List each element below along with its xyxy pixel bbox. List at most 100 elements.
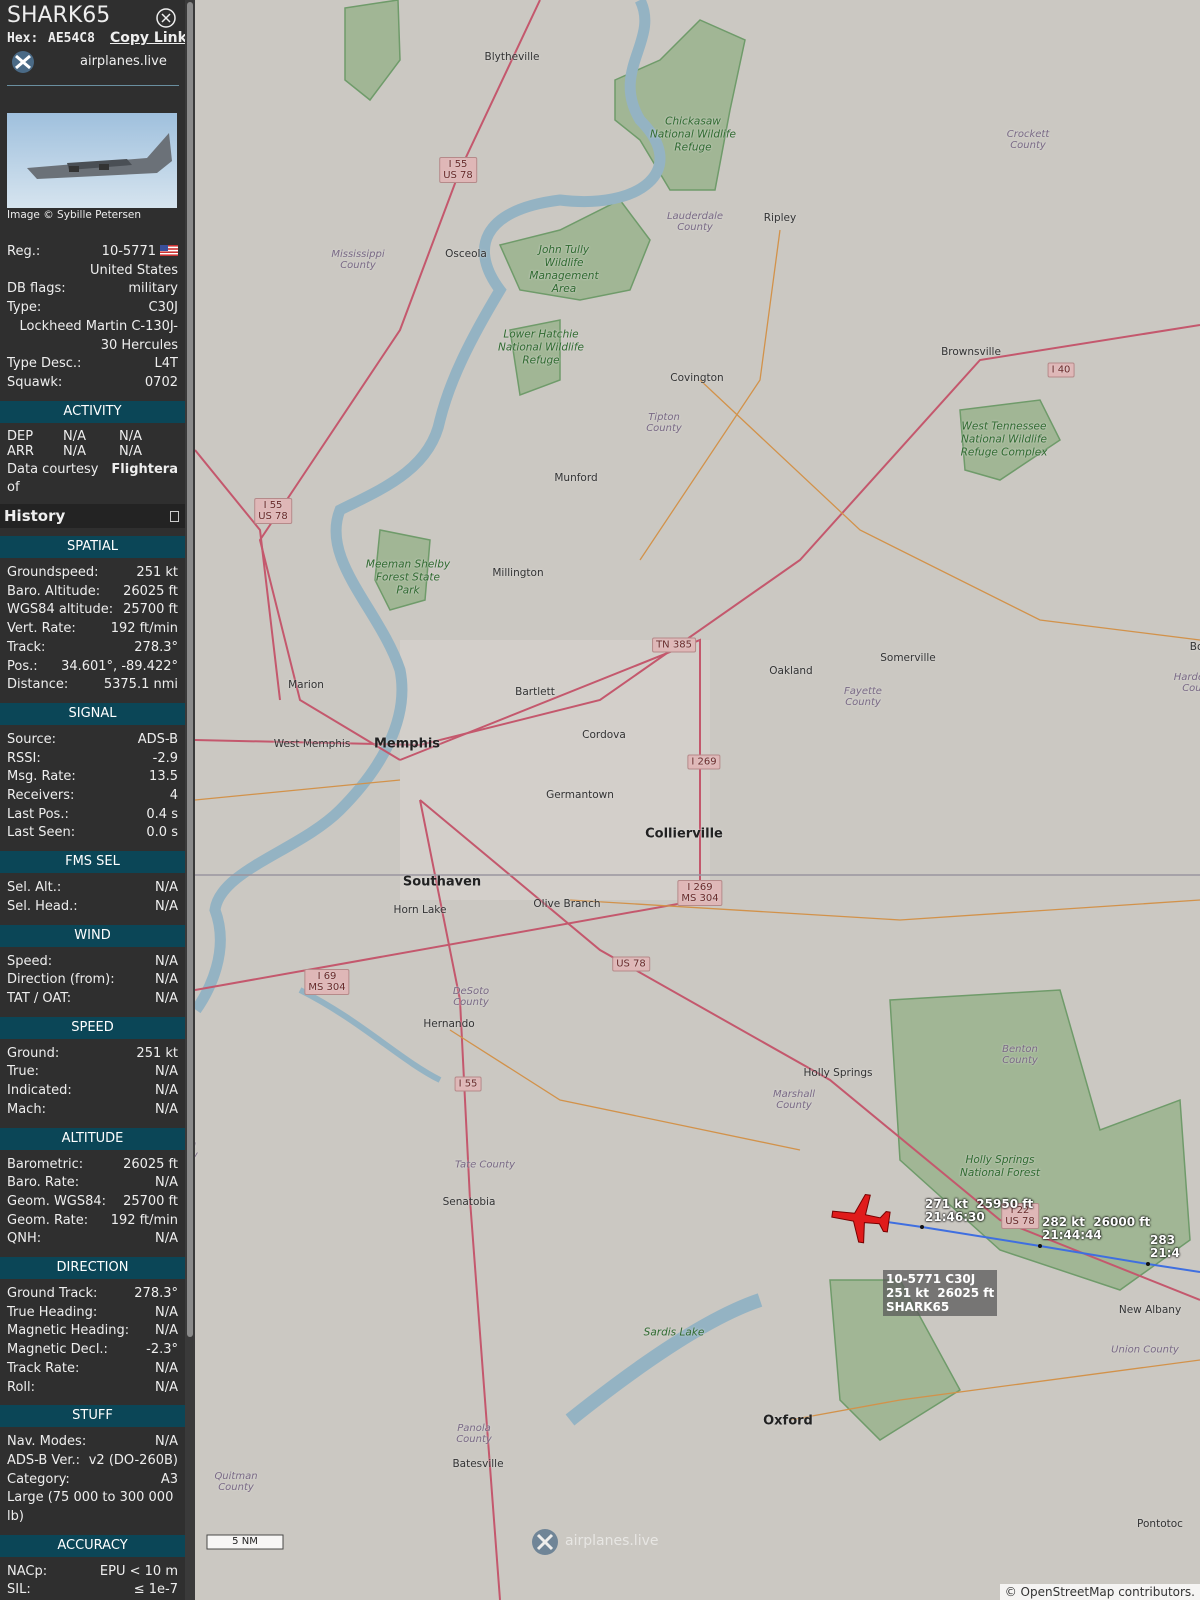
- row-label: WGS84 altitude:: [7, 602, 114, 618]
- road-shield-line: I 55: [263, 500, 283, 511]
- aircraft-icon[interactable]: [829, 1190, 892, 1245]
- scale-label: 5 NM: [232, 1536, 258, 1547]
- row-value: N/A: [155, 1360, 178, 1376]
- row-label: Baro. Altitude:: [7, 583, 101, 599]
- hex: AE54C8: [48, 31, 95, 46]
- row-value: 13.5: [149, 769, 178, 785]
- row-value: United States: [89, 262, 178, 278]
- row-label: Large (75 000 to 300 000 lb): [7, 1490, 174, 1525]
- town-label: Bartlett: [515, 686, 555, 698]
- town-label: Southaven: [402, 874, 482, 890]
- track-label-line: 21:46:30: [925, 1210, 985, 1224]
- section-header: DIRECTION: [0, 1257, 185, 1280]
- row-value: N/A: [155, 972, 178, 988]
- row-label: Indicated:: [7, 1083, 72, 1099]
- aircraft-label[interactable]: 10-5771 C30J 251 kt 26025 ft SHARK65: [883, 1270, 998, 1316]
- detail-row: Track Rate: N/A: [0, 1360, 185, 1379]
- county-label: Mississippi County: [331, 249, 385, 271]
- road-shield-line: TN 385: [656, 639, 692, 651]
- row-value: military: [128, 281, 178, 297]
- detail-row: SIL: ≤ 1e-7: [0, 1581, 185, 1600]
- track-label: 283 21:4: [1150, 1234, 1180, 1260]
- activity-row: DEP N/A N/A: [0, 429, 185, 444]
- row-value: -2.3°: [146, 1342, 178, 1358]
- road-shield-line: US 78: [258, 511, 288, 522]
- county-label: Marshall County: [772, 1089, 816, 1111]
- detail-row: WGS84 altitude: 25700 ft: [0, 601, 185, 620]
- town-label: Germantown: [546, 789, 614, 801]
- row-value: 0.0 s: [146, 825, 178, 841]
- row-value: ≤ 1e-7: [133, 1582, 178, 1598]
- row-label: Magnetic Heading:: [7, 1323, 130, 1339]
- flag: [160, 245, 178, 256]
- detail-row: Magnetic Decl.: -2.3°: [0, 1341, 185, 1360]
- row-value: N/A: [155, 953, 178, 969]
- row-label: Roll:: [7, 1379, 36, 1395]
- town-label: Collierville: [645, 826, 723, 842]
- scrollbar-thumb[interactable]: [187, 2, 193, 1337]
- detail-row: Type: C30J: [0, 299, 185, 318]
- town-label: Brownsville: [941, 346, 1001, 358]
- detail-row: Direction (from): N/A: [0, 971, 185, 990]
- detail-row: ADS-B Ver.: v2 (DO-260B): [0, 1452, 185, 1471]
- row-label: ADS-B Ver.:: [7, 1452, 80, 1468]
- road-shield: I 40: [1047, 362, 1075, 378]
- park-label: Lower Hatchie National Wildlife Refuge: [498, 328, 584, 367]
- town-label: Oakland: [769, 665, 813, 677]
- row-value: 192 ft/min: [110, 621, 178, 637]
- detail-row: Squawk: 0702: [0, 374, 185, 393]
- road-shield: I 69 MS 304: [304, 969, 350, 995]
- road-shield: I 55: [454, 1076, 482, 1092]
- row-label: Mach:: [7, 1101, 46, 1117]
- road-shield-line: I 269: [691, 756, 717, 768]
- detail-row: Speed: N/A: [0, 953, 185, 972]
- row-label: Geom. Rate:: [7, 1212, 89, 1228]
- row-value: N/A: [155, 1083, 178, 1099]
- row-label: Barometric:: [7, 1156, 84, 1172]
- aircraft-photo: [7, 113, 177, 208]
- details: Reg.: 10-5771 United States DB flags: milita…: [0, 243, 185, 1600]
- close-button[interactable]: [155, 7, 177, 29]
- detail-row: Geom. Rate: 192 ft/min: [0, 1212, 185, 1231]
- town-label: Hernando: [423, 1018, 475, 1030]
- row-label: QNH:: [7, 1231, 42, 1247]
- aircraft-label-line: 251 kt 26025 ft: [886, 1286, 995, 1300]
- row-value: EPU < 10 m: [99, 1563, 178, 1579]
- town-label: Oxford: [763, 1413, 813, 1429]
- row-value: N/A: [155, 1304, 178, 1320]
- town-label: Marion: [288, 679, 324, 691]
- row-label: NACp:: [7, 1563, 48, 1579]
- row-value: 278.3°: [134, 639, 178, 655]
- map[interactable]: Blytheville Osceola Ripley Covington Brownsv…: [195, 0, 1200, 1600]
- history-toggle[interactable]: History: [0, 504, 185, 529]
- row-label: Vert. Rate:: [7, 621, 76, 637]
- road-shield-line: US 78: [443, 170, 473, 181]
- town-label: Horn Lake: [393, 904, 447, 916]
- activity-cell: N/A: [119, 428, 142, 444]
- row-value: ADS-B: [137, 731, 178, 747]
- detail-row: United States: [0, 262, 185, 281]
- row-value: N/A: [155, 898, 178, 914]
- detail-row: True Heading: N/A: [0, 1304, 185, 1323]
- detail-row: Barometric: 26025 ft: [0, 1156, 185, 1175]
- county-label: Tipton County: [646, 412, 682, 434]
- section-header: WIND: [0, 924, 185, 947]
- row-label: RSSI:: [7, 750, 41, 766]
- detail-row: DB flags: military: [0, 280, 185, 299]
- road-shield: I 269: [687, 754, 721, 770]
- road-shield: I 55 US 78: [254, 498, 292, 524]
- section-header: ACTIVITY: [0, 400, 185, 423]
- row-label: Squawk:: [7, 374, 63, 390]
- row-label: Speed:: [7, 953, 53, 969]
- row-label: DB flags:: [7, 281, 66, 297]
- courtesy-text: Data courtesy of: [7, 461, 99, 496]
- row-value: N/A: [155, 990, 178, 1006]
- row-value: 0.4 s: [146, 806, 178, 822]
- road-shield-line: I 269: [687, 882, 713, 893]
- copy-link[interactable]: Copy Link: [110, 30, 185, 46]
- row-value: N/A: [155, 1323, 178, 1339]
- detail-row: Indicated: N/A: [0, 1082, 185, 1101]
- row-label: Type:: [7, 300, 42, 316]
- track-label-line: 21:4: [1150, 1246, 1180, 1260]
